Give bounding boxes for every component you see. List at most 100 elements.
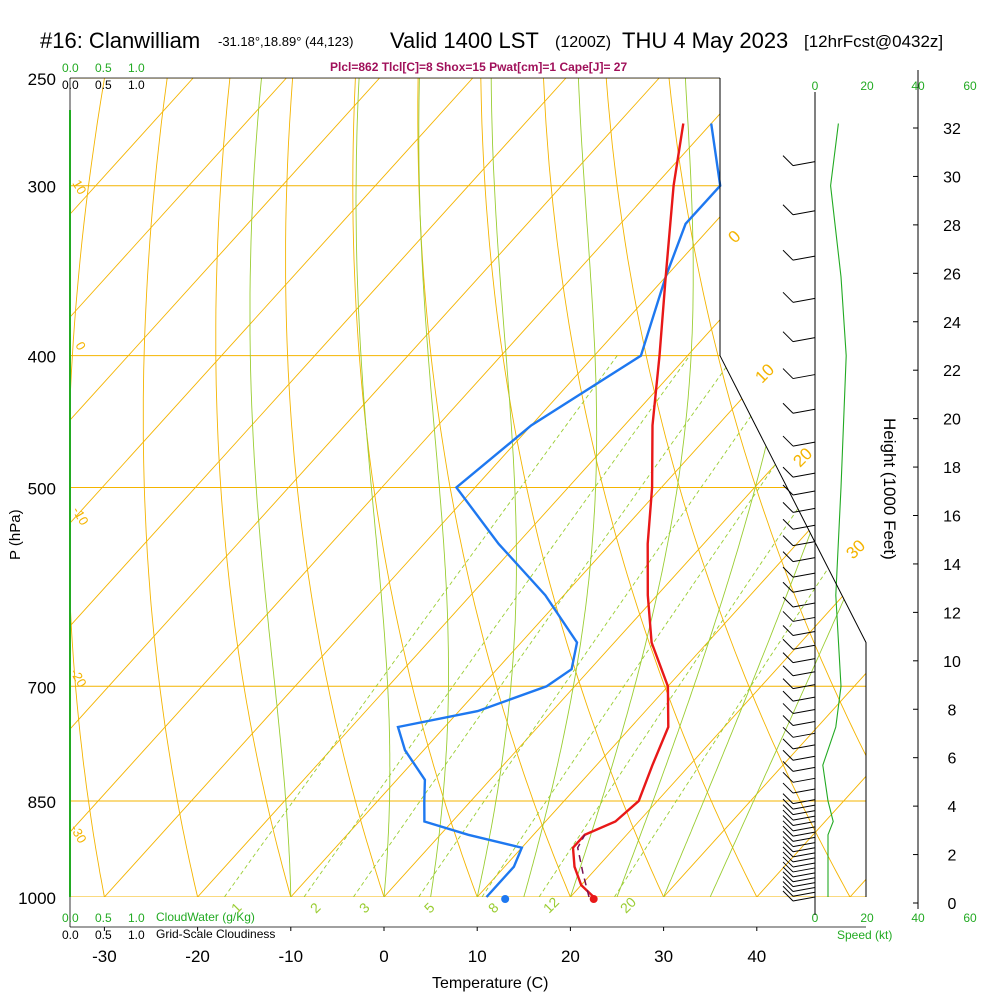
- wind-barb-flag: [782, 856, 794, 868]
- speed-axis-title: Speed (kt): [837, 928, 892, 942]
- wind-barb-staff: [792, 857, 816, 863]
- isotherm-label: 20: [789, 444, 816, 471]
- wind-barb-flag: [782, 820, 794, 832]
- height-tick-label: 30: [943, 169, 961, 186]
- wind-barb-staff: [792, 862, 816, 868]
- temp-tick-label: -20: [185, 947, 210, 966]
- wind-barb-staff: [792, 658, 816, 664]
- dry-adiabat-line: [285, 78, 385, 897]
- height-tick-label: 4: [948, 799, 957, 816]
- isotherm-line: [756, 78, 866, 897]
- wind-barb-flag: [782, 831, 794, 842]
- wind-barb-staff: [792, 766, 816, 772]
- wind-barb-flag: [782, 566, 794, 578]
- dry-adiabat-line: [142, 78, 199, 897]
- wind-barb-flag: [782, 771, 794, 783]
- wind-barb-staff: [792, 616, 816, 622]
- cloudwater-label: CloudWater (g/Kg): [156, 910, 255, 924]
- surface-temperature-marker: [589, 895, 598, 903]
- wind-barb-staff: [792, 297, 816, 303]
- speed-tick-label: 40: [911, 79, 925, 93]
- mixing-ratio-line: [614, 355, 866, 897]
- speed-tick-label: 20: [860, 911, 874, 925]
- wind-barb-flag: [782, 846, 794, 858]
- wind-barb-staff: [792, 490, 816, 496]
- wind-barb-staff: [792, 836, 816, 842]
- temp-tick-label: -30: [92, 947, 117, 966]
- zulu-time: (1200Z): [555, 34, 611, 51]
- wind-barb-flag: [782, 798, 794, 810]
- pressure-tick-label: 850: [28, 793, 56, 812]
- wind-barb-flag: [782, 761, 794, 772]
- wind-barb-flag: [782, 155, 794, 166]
- isotherm-line: [290, 78, 866, 897]
- height-tick-label: 26: [943, 266, 961, 283]
- speed-tick-label: 0: [812, 911, 819, 925]
- moist-adiabat-line: [569, 78, 694, 897]
- mixing-ratio-line: [303, 355, 690, 897]
- wind-barb-flag: [782, 368, 794, 379]
- mixing-ratio-label: 2: [307, 899, 324, 916]
- wind-barb-flag: [782, 625, 794, 636]
- wind-barb-flag: [782, 851, 794, 863]
- cloud-tick-label: 0.0: [62, 78, 79, 92]
- isotherm-line: [663, 78, 866, 897]
- height-tick-label: 8: [948, 702, 957, 719]
- height-axis-title: Height (1000 Feet): [880, 418, 899, 560]
- temp-tick-label: 0: [379, 947, 388, 966]
- wind-barb-staff: [792, 804, 816, 810]
- wind-barb-staff: [792, 557, 816, 563]
- wind-barb-staff: [792, 507, 816, 513]
- wind-barb-flag: [782, 291, 794, 303]
- cloud-tick-label: 1.0: [128, 928, 145, 942]
- wind-barb-staff: [792, 744, 816, 750]
- wind-barb-flag: [782, 535, 794, 547]
- wind-speed-profile: [822, 123, 847, 897]
- surface-dewpoint-marker: [501, 895, 510, 903]
- wind-barb-flag: [782, 866, 794, 878]
- wind-barb-flag: [782, 678, 794, 689]
- wind-barb-staff: [792, 374, 816, 380]
- wind-barb-staff: [792, 721, 816, 726]
- height-tick-label: 14: [943, 557, 961, 574]
- wind-barb-staff: [792, 644, 816, 650]
- wind-barb-staff: [792, 602, 816, 608]
- wind-barb-flag: [782, 804, 794, 815]
- wind-barb-flag: [782, 703, 794, 714]
- pressure-tick-label: 300: [28, 178, 56, 197]
- height-tick-label: 28: [943, 218, 961, 235]
- temperature-line: [571, 123, 685, 898]
- cloud-tick-label: 0.5: [95, 911, 112, 925]
- cloud-tick-label: 0.0: [62, 61, 79, 75]
- wind-barb-staff: [792, 820, 816, 826]
- isotherm-label: 30: [842, 536, 869, 563]
- pressure-tick-label: 1000: [18, 889, 56, 908]
- isotherm-line: [70, 78, 474, 897]
- wind-barb-flag: [782, 581, 794, 593]
- height-tick-label: 32: [943, 121, 961, 138]
- dry-adiabat-line: [480, 78, 665, 897]
- cloud-tick-label: 0.0: [62, 928, 79, 942]
- dry-adiabat-line: [983, 78, 1000, 897]
- wind-barb-flag: [782, 502, 794, 513]
- wind-barb-flag: [782, 249, 794, 261]
- wind-barb-flag: [782, 871, 794, 883]
- x-axis-title: Temperature (C): [432, 975, 548, 992]
- wind-barb-flag: [782, 749, 794, 761]
- cloud-tick-label: 0.5: [95, 928, 112, 942]
- wind-barb-staff: [792, 587, 816, 593]
- height-tick-label: 16: [943, 509, 961, 526]
- wind-barb-flag: [782, 596, 794, 608]
- isotherm-line: [383, 78, 866, 897]
- wind-barb-staff: [792, 572, 816, 578]
- dry-adiabat-line: [605, 78, 851, 897]
- temp-tick-label: 20: [561, 947, 580, 966]
- wind-barb-staff: [792, 872, 816, 878]
- wind-barb-staff: [792, 210, 816, 216]
- wind-barb-staff: [792, 161, 816, 167]
- wind-barb-flag: [782, 611, 794, 622]
- wind-barb-staff: [792, 472, 816, 478]
- height-tick-label: 22: [943, 363, 961, 380]
- moist-adiabat-line: [418, 78, 449, 897]
